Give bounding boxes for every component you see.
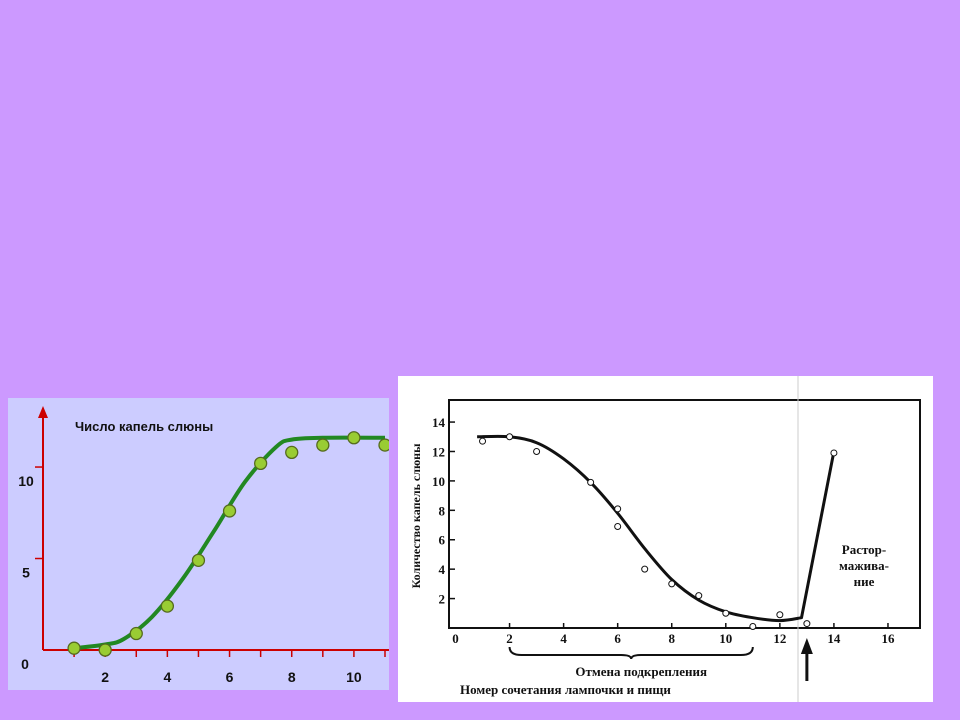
right-data-point — [722, 609, 730, 617]
right-data-point — [614, 505, 622, 513]
left-data-point — [67, 641, 81, 655]
right-x-tick-label: 12 — [773, 631, 786, 646]
left-data-point — [285, 445, 299, 460]
recovery-label-line-2: мажива- — [839, 558, 889, 573]
left-data-point — [347, 431, 361, 445]
left-chart-title: Число капель слюны — [75, 419, 213, 434]
right-data-point — [479, 437, 487, 445]
right-y-tick-label: 8 — [439, 503, 446, 518]
left-x-tick-label: 4 — [163, 669, 171, 685]
right-y-tick-label: 10 — [432, 474, 445, 489]
right-x-tick-label: 6 — [614, 631, 621, 646]
right-x-axis-label: Номер сочетания лампочки и пищи — [460, 682, 671, 697]
right-x-tick-label: 14 — [827, 631, 841, 646]
left-data-point — [129, 626, 143, 641]
recovery-label-line-3: ние — [854, 574, 875, 589]
left-data-point — [191, 553, 206, 567]
right-fit-curve — [477, 434, 836, 623]
salivation-chart-left: 2 4 6 8 10 5 10 0 Число капель слюны — [8, 398, 389, 690]
right-data-point — [695, 592, 703, 600]
left-origin-label: 0 — [21, 656, 29, 672]
right-y-tick-label: 2 — [439, 592, 446, 607]
right-data-point — [614, 523, 622, 531]
right-data-point — [776, 611, 784, 619]
right-data-point — [587, 478, 595, 486]
right-data-point — [533, 447, 541, 455]
left-y-axis-arrow-icon — [38, 406, 48, 418]
right-x-tick-label: 8 — [668, 631, 675, 646]
salivation-chart-left-svg: 2 4 6 8 10 5 10 0 Число капель слюны — [18, 406, 389, 685]
left-x-tick-label: 10 — [346, 669, 362, 685]
right-points — [479, 433, 838, 631]
right-data-point — [803, 620, 811, 628]
right-y-tick-label: 14 — [432, 415, 446, 430]
left-points — [67, 431, 389, 657]
left-data-point — [160, 599, 175, 613]
right-x-tick-label: 16 — [881, 631, 895, 646]
extinction-brace — [508, 646, 754, 660]
right-y-tick-label: 12 — [432, 444, 445, 459]
right-tick-labels: 0 2 4 6 8 10 12 14 16 2 4 6 8 10 12 14 — [432, 415, 895, 646]
extinction-chart-right: 0 2 4 6 8 10 12 14 16 2 4 6 8 10 12 14 Количество капел… — [398, 376, 933, 702]
right-data-point — [830, 449, 838, 457]
right-data-point — [506, 433, 514, 441]
left-data-point — [253, 456, 268, 471]
right-data-point — [641, 565, 649, 573]
left-fit-curve — [73, 435, 386, 651]
left-x-tick-label: 2 — [101, 669, 109, 685]
right-axes — [449, 421, 889, 628]
left-tick-labels: 2 4 6 8 10 5 10 0 — [18, 473, 362, 685]
right-data-point — [668, 580, 676, 588]
right-x-tick-label: 0 — [452, 631, 459, 646]
left-data-point — [98, 643, 112, 657]
extinction-chart-right-svg: 0 2 4 6 8 10 12 14 16 2 4 6 8 10 12 14 Количество капел… — [409, 376, 921, 702]
left-x-tick-label: 6 — [226, 669, 234, 685]
right-data-point — [749, 623, 757, 631]
left-y-tick-label: 10 — [18, 473, 34, 489]
right-y-tick-label: 4 — [439, 562, 446, 577]
recovery-arrow-icon — [800, 638, 813, 681]
left-data-point — [378, 438, 389, 452]
left-x-tick-label: 8 — [288, 669, 296, 685]
left-data-point — [222, 504, 237, 518]
extinction-label: Отмена подкрепления — [575, 664, 707, 679]
right-plot-frame — [448, 399, 921, 629]
right-y-tick-label: 6 — [439, 533, 446, 548]
right-y-axis-label: Количество капель слюны — [409, 443, 423, 588]
right-x-tick-label: 2 — [506, 631, 513, 646]
left-data-point — [316, 438, 330, 452]
right-x-tick-label: 10 — [719, 631, 732, 646]
right-x-tick-label: 4 — [560, 631, 567, 646]
left-y-tick-label: 5 — [22, 565, 30, 581]
recovery-label-line-1: Растор- — [842, 542, 886, 557]
recovery-arrow-head — [800, 638, 813, 654]
